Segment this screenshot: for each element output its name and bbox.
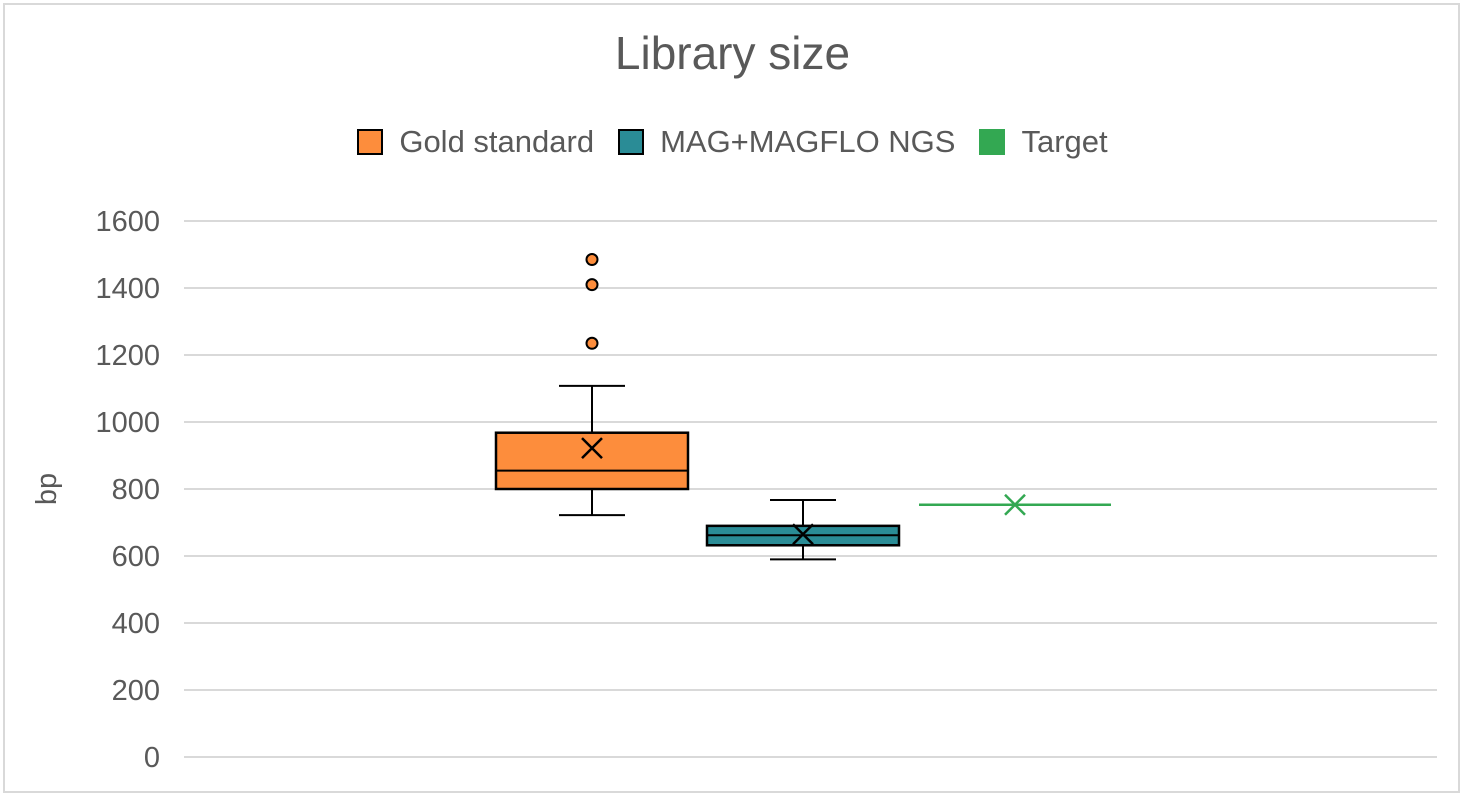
y-tick-label-1000: 1000 [95, 407, 160, 439]
y-tick-label-1400: 1400 [95, 273, 160, 305]
gold-standard-outlier-0 [585, 336, 599, 350]
legend: Gold standard MAG+MAGFLO NGS Target [0, 124, 1465, 160]
y-axis-title: bp [31, 473, 63, 505]
gold-standard-outlier-1 [585, 278, 599, 292]
legend-label-gold-standard: Gold standard [399, 124, 595, 159]
chart-title: Library size [614, 27, 851, 79]
legend-item-gold-standard: Gold standard [357, 124, 594, 160]
y-tick-label-1200: 1200 [95, 340, 160, 372]
y-tick-label-800: 800 [112, 474, 160, 506]
target-mean-marker [1004, 493, 1026, 516]
legend-label-mag-magflo-ngs: MAG+MAGFLO NGS [660, 124, 956, 159]
legend-label-target: Target [1021, 124, 1108, 159]
y-tick-label-1600: 1600 [95, 206, 160, 238]
legend-item-mag-magflo-ngs: MAG+MAGFLO NGS [618, 124, 955, 160]
gold-standard-box [494, 431, 690, 491]
gold-standard-outlier-2 [585, 253, 599, 267]
legend-swatch-mag-magflo-ngs [618, 129, 645, 155]
chart-frame [3, 3, 1460, 793]
legend-swatch-gold-standard [357, 129, 384, 155]
y-tick-label-200: 200 [112, 675, 160, 707]
legend-item-target: Target [979, 124, 1108, 160]
gold-standard-mean-marker [581, 437, 603, 460]
mag-magflo-ngs-mean-marker [792, 523, 814, 546]
y-tick-label-0: 0 [144, 742, 160, 774]
legend-swatch-target [979, 129, 1006, 155]
y-tick-label-600: 600 [112, 541, 160, 573]
y-tick-label-400: 400 [112, 608, 160, 640]
